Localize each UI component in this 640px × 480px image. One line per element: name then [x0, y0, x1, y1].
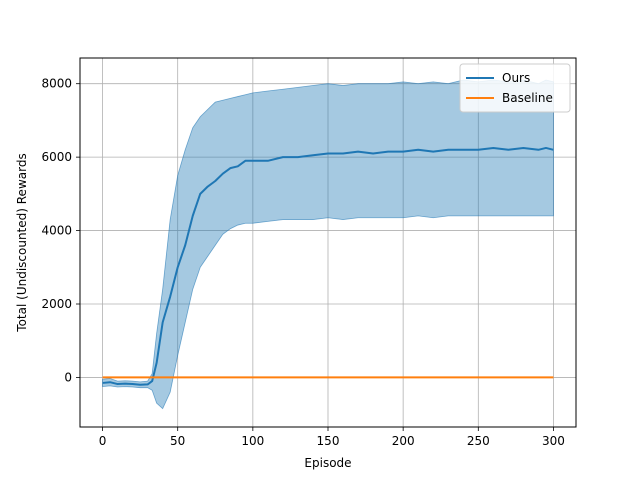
- x-tick-label: 200: [392, 434, 415, 448]
- x-tick-label: 50: [170, 434, 185, 448]
- x-tick-label: 100: [241, 434, 264, 448]
- y-tick-label: 6000: [41, 150, 72, 164]
- x-tick-label: 150: [317, 434, 340, 448]
- ticks: 0 50 100 150 200 250 300 0 2000 4000 6000 8000: [41, 77, 564, 448]
- ours-confidence-band: [102, 79, 554, 410]
- x-tick-label: 300: [542, 434, 565, 448]
- y-tick-label: 4000: [41, 224, 72, 238]
- legend-box: [459, 63, 571, 113]
- ours-line: [102, 146, 554, 386]
- y-tick-label: 8000: [41, 77, 72, 91]
- legend: Ours Baseline: [459, 63, 571, 113]
- x-tick-label: 0: [99, 434, 107, 448]
- y-axis-label: Total (Undiscounted) Rewards: [15, 153, 29, 332]
- legend-label-baseline: Baseline: [502, 91, 553, 105]
- x-tick-label: 250: [467, 434, 490, 448]
- x-axis-label: Episode: [304, 456, 351, 470]
- y-tick-label: 0: [64, 370, 72, 384]
- legend-label-ours: Ours: [502, 71, 530, 85]
- series-layer: [102, 79, 554, 410]
- y-tick-label: 2000: [41, 297, 72, 311]
